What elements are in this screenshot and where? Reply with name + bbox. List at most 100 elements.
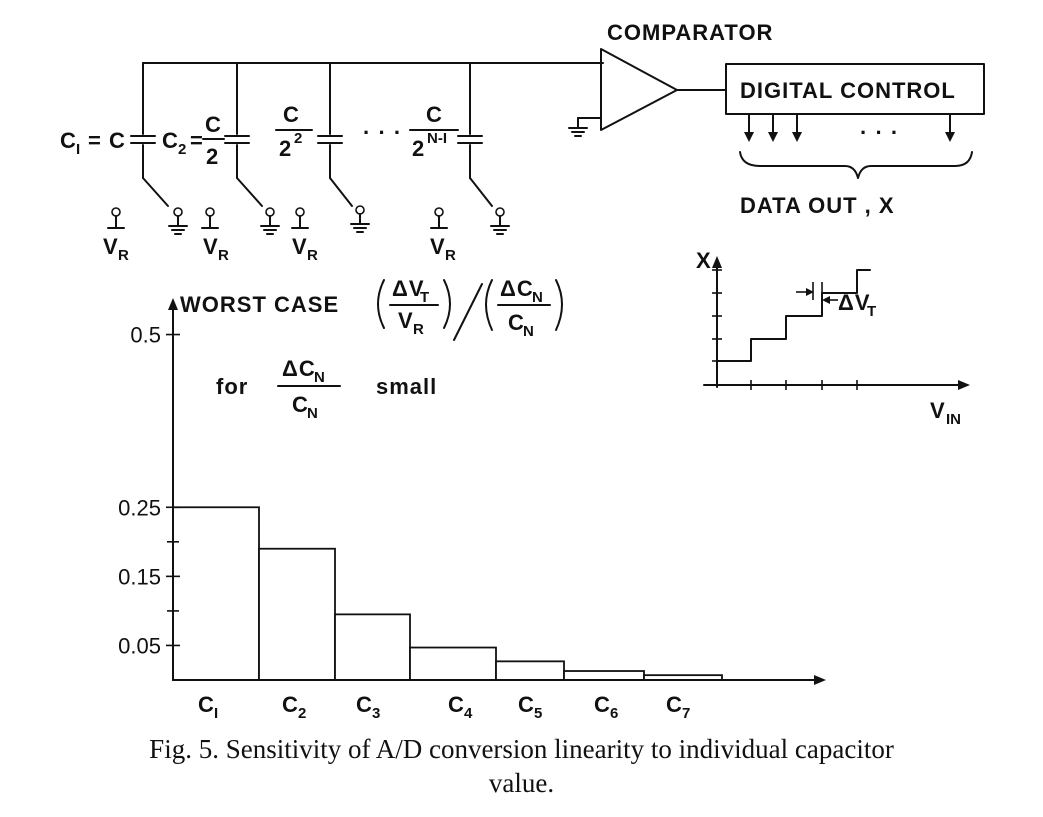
inset-y-label: X: [696, 248, 712, 273]
division-slash: [453, 283, 483, 341]
cap1-label-eq: = C: [88, 128, 126, 153]
x-tick-label-base: C: [198, 692, 215, 717]
data-out-brace: [739, 151, 973, 179]
frac1-num-sub: T: [420, 289, 429, 306]
transfer-curve-inset: X V IN ΔV T: [696, 248, 970, 428]
figure-svg: C I = C C 2 = C 2 C 2 2 · · · C 2 N-I V …: [60, 20, 985, 722]
vr-terminal-3: V R: [291, 207, 318, 264]
digital-control-block: DIGITAL CONTROL · · · DATA OUT , X: [725, 63, 985, 218]
y-tick-label: 0.15: [118, 564, 161, 589]
comparator-triangle-icon: [600, 48, 678, 131]
frac2-num-sub: N: [532, 289, 543, 306]
bar-c2: [258, 547, 336, 681]
x-tick-label-base: C: [594, 692, 611, 717]
x-tick-label-sub: 4: [464, 705, 473, 722]
bar-c3: [334, 613, 411, 681]
vr-label-1: V: [103, 234, 119, 259]
ground-terminal-2: [260, 207, 280, 235]
inset-staircase: [716, 269, 871, 386]
y-tick-label: 0.25: [118, 495, 161, 520]
chart-annotations: WORST CASE ΔV T V R ΔC N C N for ΔC N C …: [180, 276, 563, 422]
digital-control-label: DIGITAL CONTROL: [740, 78, 956, 103]
cap3-frac-den: 2: [279, 136, 292, 161]
x-tick-label-base: C: [448, 692, 465, 717]
ground-terminal-4: [490, 207, 510, 235]
inset-delta-label: ΔV: [838, 290, 871, 315]
vr-label-2: V: [203, 234, 219, 259]
figure-caption-line-2: value.: [488, 768, 555, 798]
small-frac-num-sub: N: [314, 369, 325, 386]
x-tick-label-sub: 2: [298, 705, 306, 722]
vr-terminal-1: V R: [103, 207, 129, 264]
vr-terminal-4: V R: [430, 207, 456, 264]
frac2-num: ΔC: [500, 276, 534, 301]
cap2-label-sub: 2: [178, 141, 186, 158]
capn-frac-den: 2: [412, 136, 425, 161]
capacitor-labels: C I = C C 2 = C 2 C 2 2 · · · C 2 N-I: [60, 102, 459, 169]
frac1-den-sub: R: [413, 321, 424, 338]
worst-case-label: WORST CASE: [180, 292, 339, 317]
bar-c5: [495, 660, 565, 681]
ellipsis-data-out: · · ·: [860, 120, 899, 145]
paren-close-2: [555, 279, 563, 331]
bar-c1: [172, 506, 260, 681]
cap2-switch: [236, 177, 263, 207]
inset-x-label: V: [930, 398, 946, 423]
data-out-arrows: [744, 113, 955, 142]
frac1-num: ΔV: [392, 276, 425, 301]
frac2-den-sub: N: [523, 323, 534, 340]
y-tick-label: 0.5: [130, 323, 161, 348]
comparator-label: COMPARATOR: [607, 20, 773, 45]
capn-frac-den-sup: N-I: [427, 130, 447, 147]
inset-x-sub: IN: [946, 411, 961, 428]
paren-open-2: [485, 279, 493, 331]
cap3-frac-den-sup: 2: [294, 130, 302, 147]
cap2-frac-num: C: [205, 112, 222, 137]
x-tick-label-sub: 3: [372, 705, 380, 722]
capn-switch: [469, 177, 493, 207]
cap2-label-eq: =: [190, 128, 204, 153]
paren-open-1: [377, 279, 385, 329]
chart-x-axis-arrow: [814, 675, 826, 685]
vr-label-3: V: [292, 234, 308, 259]
x-tick-label-base: C: [356, 692, 373, 717]
frac1-den: V: [398, 308, 414, 333]
vr-sub-1: R: [118, 247, 129, 264]
cap2-frac-den: 2: [206, 144, 219, 169]
small-frac-den-sub: N: [307, 405, 318, 422]
cap1-label-sub: I: [76, 141, 80, 158]
x-tick-label-sub: 7: [682, 705, 690, 722]
frac2-den: C: [508, 310, 525, 335]
y-tick-label: 0.05: [118, 633, 161, 658]
x-tick-label-base: C: [282, 692, 299, 717]
for-label: for: [216, 374, 248, 399]
x-tick-label-sub: 5: [534, 705, 542, 722]
bar-c6: [563, 670, 645, 681]
capacitor-array: [130, 62, 604, 207]
reference-terminals: V R V R V R: [103, 205, 510, 264]
x-tick-label-base: C: [666, 692, 683, 717]
chart-bars: [172, 506, 723, 681]
ellipsis-caps: · · ·: [363, 120, 402, 145]
data-out-label: DATA OUT , X: [740, 193, 895, 218]
vr-sub-4: R: [445, 247, 456, 264]
small-label: small: [376, 374, 437, 399]
x-tick-label-sub: 6: [610, 705, 618, 722]
vr-terminal-2: V R: [201, 207, 229, 264]
ground-terminal-1: [168, 207, 188, 235]
vr-label-4: V: [430, 234, 446, 259]
cap3-frac-num: C: [283, 102, 300, 127]
cap3-switch: [329, 177, 353, 207]
small-frac-den: C: [292, 392, 309, 417]
x-tick-label-sub: I: [214, 705, 218, 722]
inset-delta-sub: T: [867, 303, 876, 320]
